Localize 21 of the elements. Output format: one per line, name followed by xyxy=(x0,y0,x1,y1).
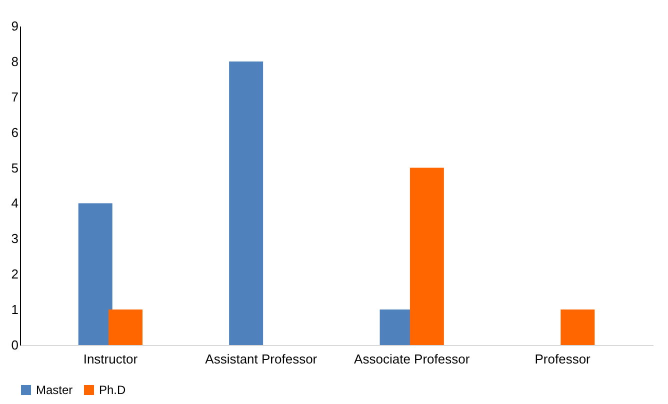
bar xyxy=(108,310,142,345)
x-tick-label: Assistant Professor xyxy=(205,352,318,366)
legend-label: Master xyxy=(36,383,73,397)
x-tick-label: Associate Professor xyxy=(354,352,470,366)
x-tick-label: Instructor xyxy=(83,352,138,366)
bar xyxy=(410,168,444,345)
y-tick-label: 5 xyxy=(11,160,18,176)
legend-label: Ph.D xyxy=(99,383,126,397)
y-tick-label: 9 xyxy=(11,18,18,34)
y-tick-label: 2 xyxy=(11,266,18,282)
y-tick-label: 7 xyxy=(11,89,18,104)
y-tick-label: 8 xyxy=(11,54,18,69)
bar xyxy=(229,61,264,345)
y-tick-label: 6 xyxy=(11,124,18,140)
x-tick-label: Professor xyxy=(534,352,592,366)
bar xyxy=(78,203,112,345)
y-tick-label: 4 xyxy=(11,196,18,211)
bar xyxy=(560,310,595,345)
y-tick-label: 3 xyxy=(11,231,18,246)
y-tick-label: 1 xyxy=(11,302,18,318)
y-tick-label: 0 xyxy=(11,338,18,352)
